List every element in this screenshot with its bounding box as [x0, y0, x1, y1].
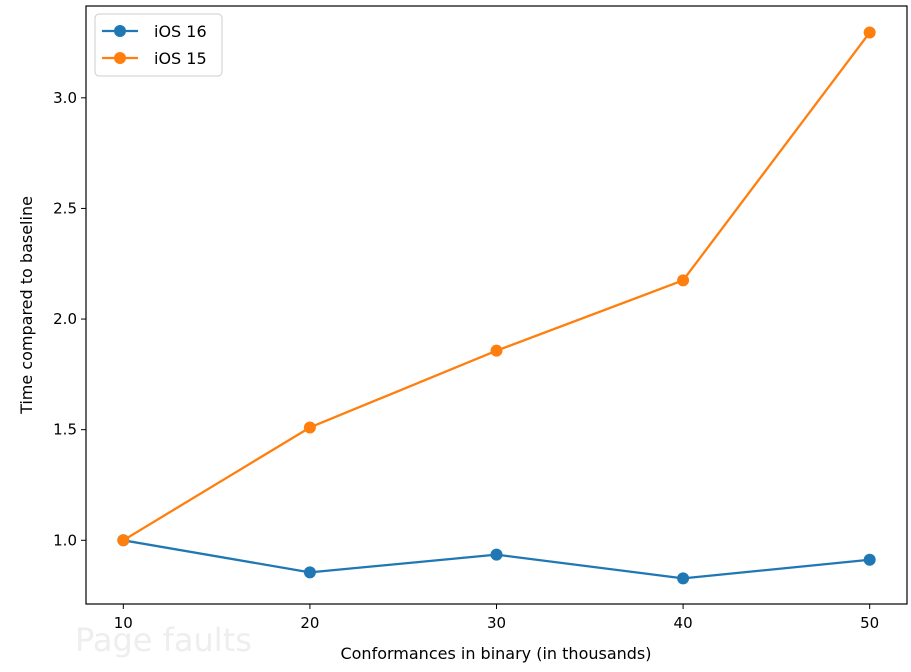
- legend-label: iOS 16: [154, 22, 207, 41]
- data-point: [117, 534, 130, 547]
- x-tick-label: 10: [114, 614, 133, 632]
- legend-label: iOS 15: [154, 49, 207, 68]
- y-tick-label: 1.5: [53, 421, 77, 439]
- y-tick-label: 2.0: [53, 310, 77, 328]
- background-heading: Page faults: [75, 621, 252, 659]
- y-tick-label: 2.5: [53, 199, 77, 217]
- x-tick-label: 20: [300, 614, 319, 632]
- x-tick-label: 50: [860, 614, 879, 632]
- legend-marker: [114, 52, 126, 64]
- data-point: [303, 421, 316, 434]
- x-tick-label: 30: [487, 614, 506, 632]
- series-group: [117, 26, 876, 585]
- legend-marker: [114, 25, 126, 37]
- series-ios-16: [117, 534, 876, 585]
- legend-box: [94, 13, 223, 77]
- x-tick-label: 40: [674, 614, 693, 632]
- data-point: [490, 548, 503, 561]
- data-point: [490, 344, 503, 357]
- data-point: [863, 26, 876, 39]
- legend-item: iOS 15: [102, 49, 207, 68]
- legend-item: iOS 16: [102, 22, 207, 41]
- data-point: [863, 553, 876, 566]
- y-tick-label: 1.0: [53, 531, 77, 549]
- data-point: [303, 566, 316, 579]
- series-ios-15: [117, 26, 876, 547]
- plot-area: [85, 5, 908, 605]
- x-axis-title: Conformances in binary (in thousands): [340, 644, 651, 663]
- data-point: [677, 274, 690, 287]
- data-point: [677, 572, 690, 585]
- y-tick-label: 3.0: [53, 89, 77, 107]
- y-axis-title: Time compared to baseline: [17, 196, 36, 415]
- axis-ticks: 10 20 30 40 50 1.0 1.5 2.0 2.5 3.0: [53, 89, 879, 632]
- series-line: [122, 31, 871, 542]
- legend: iOS 16 iOS 15: [94, 13, 223, 77]
